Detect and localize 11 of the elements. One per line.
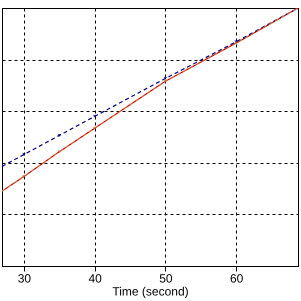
- x-axis-title: Time (second): [112, 284, 189, 298]
- point: [92, 114, 96, 118]
- x-tick-label: 40: [88, 272, 102, 286]
- point: [22, 174, 26, 178]
- point: [58, 134, 62, 137]
- point: [92, 126, 96, 130]
- point: [22, 153, 26, 156]
- x-tick-label: 60: [230, 272, 244, 286]
- x-tick-label: 30: [18, 272, 32, 286]
- x-tick-label: 50: [159, 272, 173, 286]
- point: [164, 76, 168, 80]
